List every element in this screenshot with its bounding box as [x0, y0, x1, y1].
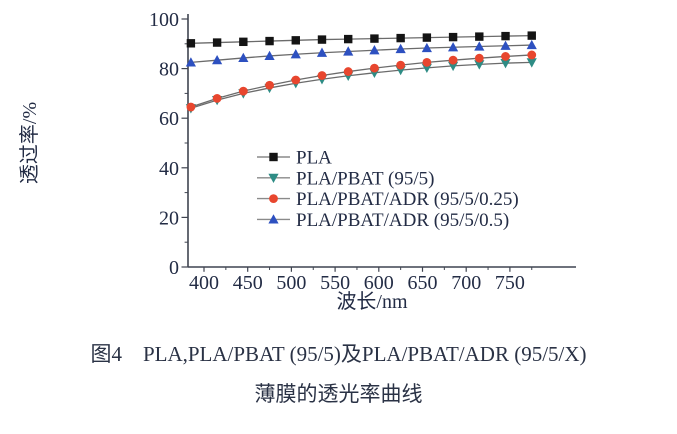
triangle-up-marker — [343, 46, 354, 56]
square-marker — [396, 33, 405, 43]
circle-marker — [269, 194, 278, 204]
square-marker — [448, 32, 458, 42]
circle-marker — [186, 102, 196, 112]
y-tick-label: 0 — [169, 257, 179, 279]
triangle-down-marker — [447, 61, 459, 72]
triangle-up-marker — [268, 214, 279, 224]
x-tick-label: 550 — [320, 272, 350, 294]
square-marker — [265, 36, 274, 46]
x-tick-label: 400 — [189, 272, 219, 294]
square-marker — [501, 31, 510, 41]
plot-series — [185, 31, 537, 114]
legend-item-3: PLA/PBAT/ADR (95/5/0.5) — [257, 210, 509, 231]
series-line — [190, 34, 532, 44]
series-1 — [185, 58, 537, 114]
square-marker — [269, 152, 278, 162]
triangle-up-marker — [500, 40, 511, 50]
square-marker — [291, 36, 300, 45]
square-marker — [475, 32, 484, 41]
triangle-up-marker — [369, 45, 380, 55]
circle-marker — [291, 75, 301, 85]
legend-label: PLA/PBAT/ADR (95/5/0.25) — [296, 189, 519, 210]
series-line — [190, 44, 532, 64]
series-0 — [186, 31, 536, 48]
triangle-up-marker — [290, 49, 301, 59]
circle-marker — [527, 50, 537, 60]
square-marker — [186, 39, 196, 48]
y-tick-label: 60 — [159, 108, 179, 130]
y-tick-label: 100 — [149, 9, 179, 31]
triangle-up-marker — [264, 50, 275, 61]
square-marker — [212, 38, 222, 47]
circle-marker — [448, 55, 458, 65]
triangle-up-marker — [185, 57, 196, 67]
caption-line-2: 薄膜的透光率曲线 — [254, 382, 423, 406]
square-marker — [239, 37, 248, 47]
legend-item-2: PLA/PBAT/ADR (95/5/0.25) — [257, 189, 519, 210]
x-tick-label: 700 — [451, 272, 481, 294]
legend-label: PLA/PBAT (95/5) — [296, 168, 434, 189]
legend-label: PLA — [296, 148, 332, 169]
circle-marker — [422, 58, 432, 67]
circle-marker — [474, 53, 484, 63]
triangle-up-marker — [421, 42, 432, 53]
transmittance-chart: 0 20 40 60 80 100 400 450 500 550 600 650 700 750 PLA… — [18, 9, 576, 313]
legend-label: PLA/PBAT/ADR (95/5/0.5) — [296, 210, 509, 231]
circle-marker — [212, 93, 222, 103]
x-tick-label: 650 — [408, 272, 438, 294]
x-tick-label: 750 — [495, 272, 525, 294]
series-3 — [185, 39, 537, 67]
triangle-down-marker — [268, 173, 279, 183]
square-marker — [527, 31, 536, 40]
x-tick-label: 500 — [276, 272, 306, 294]
series-2 — [186, 50, 537, 112]
circle-marker — [501, 52, 510, 61]
x-tick-label: 450 — [233, 272, 263, 294]
triangle-down-marker — [474, 60, 485, 70]
square-marker — [344, 34, 353, 44]
square-marker — [317, 35, 327, 44]
figure-caption: 图4 PLA,PLA/PBAT (95/5)及PLA/PBAT/ADR (95/… — [0, 341, 677, 407]
chart-axes: 0 20 40 60 80 100 400 450 500 550 600 650 700 750 — [149, 9, 576, 294]
y-tick-label: 20 — [159, 207, 179, 229]
triangle-up-marker — [395, 43, 406, 54]
x-axis-title: 波长/nm — [336, 290, 408, 313]
triangle-down-marker — [500, 59, 511, 69]
circle-marker — [370, 63, 379, 73]
circle-marker — [265, 80, 274, 90]
caption-line-1: 图4 PLA,PLA/PBAT (95/5)及PLA/PBAT/ADR (95/… — [90, 342, 587, 366]
series-line — [190, 61, 532, 109]
legend-item-0: PLA — [257, 148, 332, 169]
triangle-down-marker — [526, 58, 537, 68]
triangle-down-marker — [421, 63, 432, 74]
triangle-up-marker — [474, 41, 485, 51]
x-tick-label: 600 — [364, 272, 394, 294]
y-tick-label: 80 — [159, 59, 179, 81]
y-tick-label: 40 — [159, 158, 179, 180]
square-marker — [422, 33, 432, 42]
triangle-up-marker — [447, 42, 459, 52]
triangle-up-marker — [316, 47, 328, 57]
triangle-up-marker — [526, 39, 537, 50]
circle-marker — [396, 60, 406, 70]
circle-marker — [317, 71, 327, 80]
triangle-up-marker — [212, 54, 223, 65]
legend-item-1: PLA/PBAT (95/5) — [257, 168, 434, 189]
square-marker — [370, 34, 379, 43]
y-axis-title: 透过率/% — [18, 102, 41, 184]
circle-marker — [238, 86, 248, 96]
circle-marker — [343, 67, 353, 76]
triangle-up-marker — [238, 52, 249, 63]
